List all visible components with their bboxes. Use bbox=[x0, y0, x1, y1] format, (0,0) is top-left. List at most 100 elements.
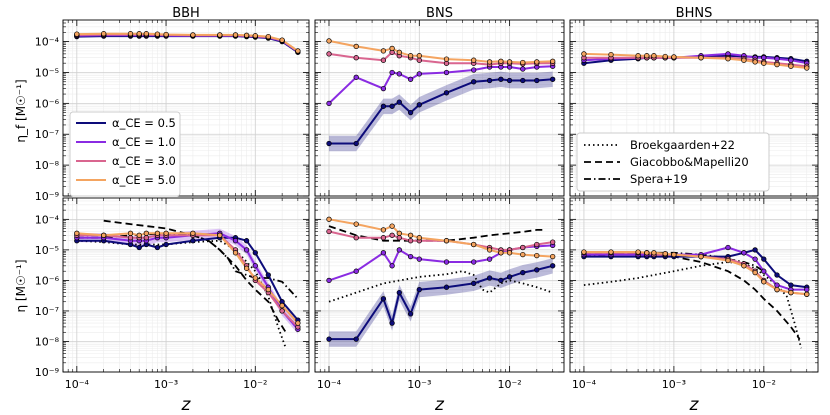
point-r1c1-2-1 bbox=[353, 235, 359, 241]
point-r0c1-2-0 bbox=[326, 51, 332, 57]
point-r1c1-3-4 bbox=[396, 230, 402, 236]
point-r1c0-1-11 bbox=[252, 263, 258, 269]
point-r0c1-3-2 bbox=[380, 48, 387, 54]
point-r1c1-2-4 bbox=[396, 235, 402, 241]
point-r1c2-3-3 bbox=[644, 250, 650, 256]
reference-curve-1-col0 bbox=[103, 219, 287, 333]
point-r1c1-3-9 bbox=[486, 247, 493, 253]
point-r0c0-3-3 bbox=[136, 31, 142, 37]
point-r0c0-3-7 bbox=[190, 32, 196, 38]
point-r0c1-1-7 bbox=[443, 69, 450, 76]
point-r1c1-3-12 bbox=[520, 251, 526, 258]
point-r1c0-2-13 bbox=[279, 308, 285, 314]
point-r0c0-3-0 bbox=[74, 31, 80, 37]
point-r0c2-3-7 bbox=[698, 55, 704, 61]
point-r0c1-0-4 bbox=[396, 99, 402, 105]
point-r1c2-1-14 bbox=[804, 286, 810, 293]
point-r0c1-0-11 bbox=[506, 77, 513, 84]
point-r0c1-0-10 bbox=[498, 76, 504, 82]
y-axis-label-top: η_f [M☉⁻¹] bbox=[14, 79, 28, 142]
point-r1c0-3-8 bbox=[217, 232, 223, 238]
point-r1c1-2-12 bbox=[520, 244, 526, 251]
xtick-label-r1c2-1: 10⁻³ bbox=[662, 378, 686, 391]
point-r1c2-1-12 bbox=[774, 282, 780, 288]
point-r0c1-0-1 bbox=[353, 140, 359, 147]
point-r1c1-1-4 bbox=[396, 247, 402, 253]
point-r0c2-3-3 bbox=[644, 53, 650, 59]
x-axis-label-bhns: z bbox=[689, 395, 700, 415]
point-r1c0-0-12 bbox=[265, 272, 271, 278]
point-r0c2-3-5 bbox=[662, 53, 668, 60]
point-r1c1-0-4 bbox=[396, 289, 402, 296]
point-r1c0-3-13 bbox=[279, 302, 285, 309]
point-r0c2-3-14 bbox=[804, 65, 810, 71]
xtick-label-r1c1-1: 10⁻³ bbox=[407, 378, 431, 391]
legend-alpha-label-1: α_CE = 1.0 bbox=[112, 135, 176, 149]
point-r0c1-0-2 bbox=[380, 103, 387, 109]
point-r0c0-3-1 bbox=[101, 31, 107, 37]
reference-curve-1-col1 bbox=[328, 225, 546, 242]
point-r1c1-0-14 bbox=[550, 263, 556, 269]
point-r1c2-1-8 bbox=[725, 244, 731, 251]
xtick-label-r1c0-2: 10⁻² bbox=[243, 378, 267, 391]
ytick-label-r1c0-1: 10⁻⁸ bbox=[35, 335, 60, 348]
point-r0c0-3-9 bbox=[232, 32, 239, 38]
point-r1c2-1-11 bbox=[761, 268, 767, 274]
panel-title-bbh: BBH bbox=[172, 6, 200, 21]
point-r0c0-3-5 bbox=[154, 31, 161, 37]
point-r0c1-3-0 bbox=[326, 38, 332, 44]
series-layer bbox=[74, 31, 810, 342]
point-r0c0-3-6 bbox=[163, 31, 169, 38]
point-r1c1-3-1 bbox=[353, 221, 359, 227]
point-r0c2-3-1 bbox=[608, 51, 614, 58]
point-r1c2-0-12 bbox=[774, 272, 780, 278]
point-r1c2-3-9 bbox=[741, 263, 747, 269]
point-r0c1-3-1 bbox=[353, 43, 359, 50]
point-r0c0-3-14 bbox=[295, 48, 301, 54]
point-r0c1-0-13 bbox=[534, 77, 540, 84]
point-r0c2-3-0 bbox=[581, 51, 587, 57]
legend-alpha-frame bbox=[69, 111, 181, 197]
point-r0c1-0-14 bbox=[550, 76, 556, 82]
point-r1c1-3-14 bbox=[550, 253, 556, 260]
point-r1c0-3-7 bbox=[190, 230, 196, 236]
y-axis-label-bottom: η [M☉⁻¹] bbox=[14, 259, 28, 312]
point-r0c1-2-2 bbox=[380, 57, 387, 63]
point-r1c0-2-2 bbox=[127, 235, 134, 241]
ytick-label-r1c0-2: 10⁻⁷ bbox=[35, 305, 59, 318]
ytick-label-r0c0-1: 10⁻⁸ bbox=[35, 159, 60, 172]
ytick-label-r0c0-3: 10⁻⁶ bbox=[35, 97, 60, 110]
legend-model-label-1: Giacobbo&Mapelli20 bbox=[630, 155, 749, 169]
xtick-label-r1c2-0: 10⁻⁴ bbox=[572, 378, 597, 391]
point-r0c0-3-13 bbox=[279, 37, 285, 43]
point-r0c1-1-1 bbox=[353, 74, 359, 80]
legend-models-frame bbox=[576, 132, 770, 192]
point-r0c0-3-8 bbox=[217, 32, 223, 38]
panel-title-bns: BNS bbox=[426, 6, 453, 21]
point-r0c0-3-4 bbox=[143, 31, 149, 37]
point-r0c1-0-9 bbox=[486, 77, 493, 84]
point-r1c1-0-3 bbox=[389, 320, 395, 326]
point-r1c0-3-4 bbox=[143, 230, 149, 236]
axes-layer: 10⁻⁹ 10⁻⁸ 10⁻⁷ 10⁻⁶ 10⁻⁵ 10⁻⁴ 10⁻⁹ 10⁻⁸ 10⁻⁷ 10⁻⁶… bbox=[35, 19, 819, 391]
point-r0c2-3-2 bbox=[635, 53, 641, 59]
point-r0c0-3-2 bbox=[127, 31, 134, 37]
point-r1c1-0-1 bbox=[353, 336, 359, 342]
point-r1c0-3-10 bbox=[243, 265, 250, 271]
point-r0c1-0-8 bbox=[471, 79, 477, 85]
point-r1c1-3-10 bbox=[498, 250, 504, 256]
legend-alpha-label-3: α_CE = 5.0 bbox=[112, 173, 176, 187]
point-r1c1-1-2 bbox=[380, 250, 387, 256]
xtick-label-r1c0-0: 10⁻⁴ bbox=[65, 378, 90, 391]
point-r0c1-0-6 bbox=[416, 102, 422, 108]
legend-alpha-label-0: α_CE = 0.5 bbox=[112, 116, 176, 130]
point-r1c1-0-5 bbox=[407, 311, 414, 317]
point-r0c1-0-12 bbox=[520, 77, 526, 84]
point-r1c1-3-0 bbox=[326, 216, 332, 222]
point-r1c2-3-14 bbox=[804, 291, 810, 297]
point-r0c2-3-4 bbox=[651, 53, 657, 59]
point-r0c1-3-6 bbox=[416, 53, 422, 59]
point-r0c1-1-5 bbox=[407, 76, 414, 82]
point-r1c1-2-3 bbox=[389, 232, 395, 238]
series-line-r1c2-3 bbox=[583, 251, 807, 296]
